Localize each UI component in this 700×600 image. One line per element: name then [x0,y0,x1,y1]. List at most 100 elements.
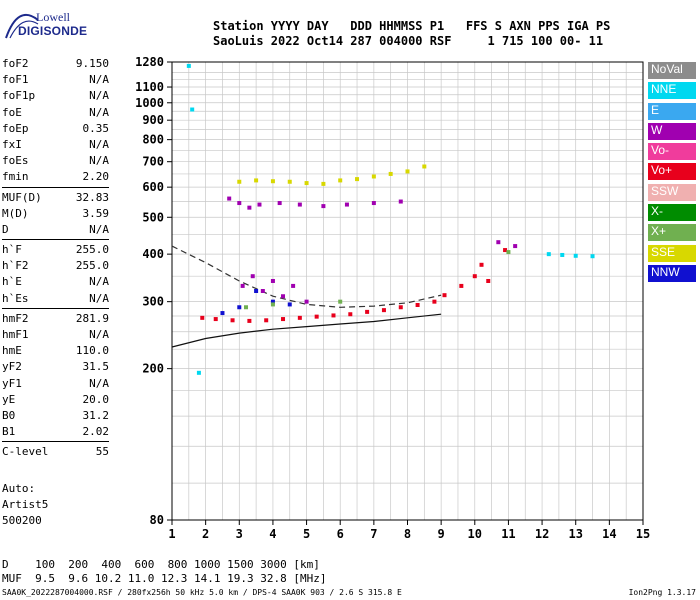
data-point [405,169,410,174]
x-tick-label: 4 [269,527,276,541]
param-value: N/A [89,137,109,151]
legend-item: X+ [648,224,696,242]
data-point [230,318,235,323]
param-value: 0.35 [82,121,110,135]
param-name: M(D) [2,206,29,220]
distance-row: D 100 200 400 600 800 1000 1500 3000 [km… [2,558,320,571]
data-point [459,283,464,288]
data-point [398,199,403,204]
curve-profile [171,313,442,348]
data-point [250,274,255,279]
data-point [270,299,275,304]
x-tick-label: 13 [568,527,582,541]
data-point [227,196,232,201]
param-separator [2,239,109,241]
y-tick-label: 500 [142,210,164,224]
data-point [237,179,242,184]
data-point [254,289,259,293]
param-value: 2.02 [82,425,110,439]
parameter-panel: foF2 9.150 foF1 N/A foF1p N/A foE N/A foEp 0.35 fx… [2,56,109,461]
legend-item: SSE [648,244,696,262]
data-point [247,318,252,323]
data-point [277,201,282,206]
data-point [331,313,336,318]
param-value: 255.0 [75,243,109,257]
x-tick-label: 7 [370,527,377,541]
data-point [314,314,319,319]
y-tick-label: 300 [142,295,164,309]
y-tick-label: 1280 [135,55,164,69]
data-point [257,202,262,207]
param-row: hmF2 281.9 [2,311,109,327]
data-point [196,370,201,375]
param-row: foE N/A [2,105,109,121]
data-point [220,311,225,316]
data-point [254,178,259,183]
data-point [240,283,245,288]
param-row: hmE 110.0 [2,343,109,359]
data-point [365,309,370,314]
x-tick-label: 12 [535,527,549,541]
x-tick-label: 6 [337,527,344,541]
param-name: B1 [2,425,16,439]
param-name: foF1 [2,73,29,87]
param-name: foEp [2,121,29,135]
grid [171,62,644,520]
data-point [338,178,343,183]
data-point [432,299,437,304]
param-value: 55 [95,445,109,459]
data-point [247,205,252,210]
y-tick-label: 200 [142,362,164,376]
param-value: N/A [89,73,109,87]
param-value: 31.5 [82,360,110,374]
data-point [503,248,508,253]
logo-text-lowell: Lowell [36,10,70,24]
legend-item: SSW [648,183,696,201]
param-separator [2,186,109,188]
param-row: yF2 31.5 [2,359,109,375]
data-point [506,250,511,255]
data-point [270,179,275,184]
legend-item: NoVal [648,62,696,79]
data-point [291,283,296,288]
x-tick-label: 9 [438,527,445,541]
data-point [355,177,360,182]
param-name: foE [2,105,22,119]
param-row: foF1 N/A [2,72,109,88]
param-separator [2,307,109,309]
data-point [513,244,518,249]
param-row: h`Es N/A [2,291,109,307]
param-name: D [2,222,9,236]
x-tick-label: 10 [468,527,482,541]
x-tick-label: 5 [303,527,310,541]
data-point [415,302,420,307]
y-tick-label: 700 [142,155,164,169]
param-name: h`E [2,275,22,289]
auto-code: 500200 [2,514,42,527]
data-point [281,294,286,299]
param-row: yF1 N/A [2,376,109,392]
param-row: B0 31.2 [2,408,109,424]
data-point [590,254,595,259]
param-value: N/A [89,154,109,168]
param-row: foF1p N/A [2,88,109,104]
y-tick-label: 800 [142,133,164,147]
data-point [422,164,427,169]
param-row: yE 20.0 [2,392,109,408]
data-point [244,305,249,310]
param-name: hmE [2,344,22,358]
param-value: N/A [89,222,109,236]
logo-text-digisonde: DIGISONDE [18,24,88,38]
param-row: C-level 55 [2,444,109,460]
param-value: N/A [89,328,109,341]
version-label: Ion2Png 1.3.17 [628,588,696,597]
data-point [479,262,484,267]
param-value: 9.150 [75,57,109,70]
data-point [486,278,491,283]
muf-row: MUF 9.5 9.6 10.2 11.0 12.3 14.1 19.3 32.… [2,572,327,585]
data-point [200,315,205,320]
lowell-digisonde-logo: Lowell DIGISONDE [4,10,87,40]
param-row: foEp 0.35 [2,121,109,137]
x-tick-label: 15 [636,527,650,541]
x-tick-label: 11 [501,527,515,541]
